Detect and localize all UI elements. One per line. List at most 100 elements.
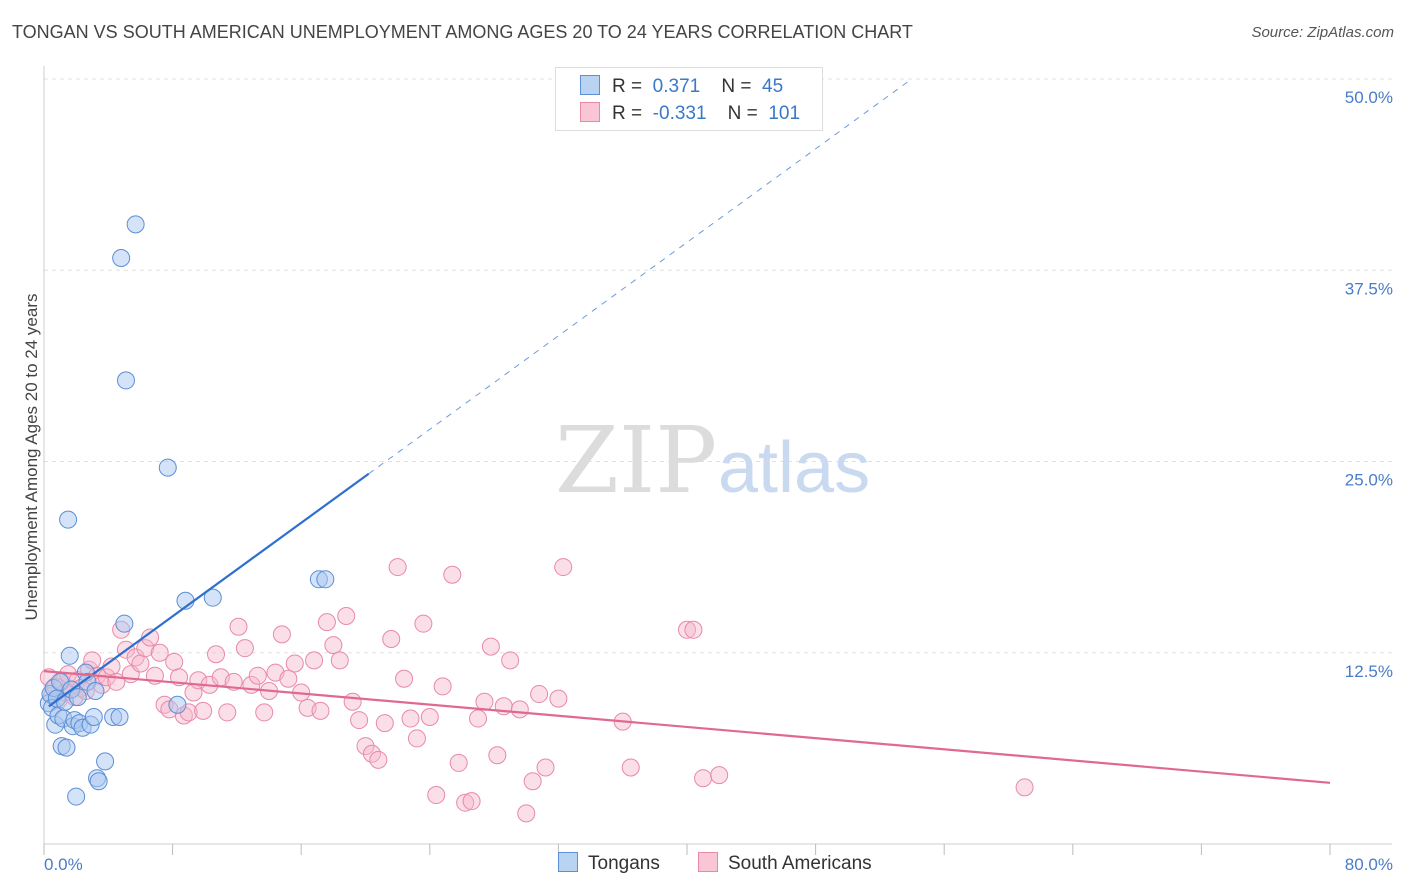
tongans-point (89, 772, 108, 791)
south-americans-point (621, 758, 640, 777)
legend-n-value: 101 (768, 103, 801, 124)
tongans-point (126, 215, 145, 234)
south-americans-point (382, 629, 401, 648)
tongans-point (110, 708, 129, 727)
south-americans-point (330, 651, 349, 670)
south-americans-point (710, 766, 729, 785)
y-tick-label: 50.0% (1345, 88, 1393, 107)
south-americans-point (510, 700, 529, 719)
south-americans-point (136, 639, 155, 658)
south-americans-point (207, 645, 226, 664)
south-americans-point (375, 714, 394, 733)
south-americans-point (488, 746, 507, 765)
tongans-point (86, 682, 105, 700)
south-americans-point (324, 636, 343, 655)
south-americans-point (141, 628, 160, 647)
south-americans-point (388, 558, 407, 577)
south-americans-point (427, 786, 446, 805)
grid-lines (44, 78, 1392, 654)
tongans-point (60, 646, 79, 665)
south-americans-point (420, 708, 439, 727)
south-americans-point (150, 643, 169, 662)
south-americans-point (433, 677, 452, 696)
south-americans-point (554, 558, 573, 577)
south-americans-point (343, 692, 362, 711)
bottom-legend-label: South Americans (728, 853, 872, 874)
south-americans-point (694, 769, 713, 788)
y-axis-label: Unemployment Among Ages 20 to 24 years (22, 294, 41, 621)
south-americans-point (131, 654, 150, 673)
trend-lines (43, 78, 1331, 784)
south-americans-point (1015, 778, 1034, 797)
south-americans-point (337, 607, 356, 626)
bottom-legend-south-americans[interactable]: South Americans (698, 852, 872, 875)
south-americans-point (224, 672, 243, 691)
south-americans-point (449, 753, 468, 772)
south-americans-point (350, 711, 369, 730)
y-tick-label: 37.5% (1345, 279, 1393, 298)
south-americans-point (443, 565, 462, 584)
tongans-swatch-icon (580, 75, 600, 95)
south-americans-trend-line (43, 670, 1331, 784)
south-americans-point (194, 701, 213, 720)
south-americans-point (272, 625, 291, 644)
chart-title: TONGAN VS SOUTH AMERICAN UNEMPLOYMENT AM… (12, 22, 913, 42)
south-americans-point (285, 654, 304, 673)
tongans-point (59, 510, 78, 529)
legend-r-label: R = (612, 76, 643, 97)
south-americans-swatch-icon (580, 102, 600, 122)
axes (43, 66, 1392, 855)
legend-n-label: N = (721, 76, 752, 97)
tick-labels: 12.5% 25.0% 37.5% 50.0% 0.0% 80.0% (44, 88, 1393, 874)
tongans-point (96, 752, 115, 771)
south-americans-points (39, 558, 1034, 823)
legend: R = 0.371 N = 45 R = -0.331 N = 101 (555, 67, 823, 131)
south-americans-point (218, 703, 237, 722)
south-americans-point (311, 701, 330, 720)
south-americans-point (414, 614, 433, 633)
south-americans-point (549, 689, 568, 708)
south-americans-point (255, 703, 274, 722)
south-americans-point (456, 793, 475, 812)
legend-r-value: 0.371 (652, 76, 701, 97)
south-americans-point (126, 648, 145, 667)
y-tick-label: 12.5% (1345, 662, 1393, 681)
legend-r-value: -0.331 (652, 103, 707, 124)
legend-r-label: R = (612, 103, 643, 124)
tongans-swatch-icon (558, 852, 578, 872)
legend-n-value: 45 (762, 76, 784, 97)
south-americans-point (235, 639, 254, 658)
tongans-point (67, 787, 86, 806)
south-americans-swatch-icon (698, 852, 718, 872)
tongans-point (168, 695, 187, 714)
watermark: ZIP atlas (555, 407, 870, 514)
south-americans-point (501, 651, 520, 670)
tongans-point (112, 249, 131, 268)
bottom-legend-tongans[interactable]: Tongans (558, 852, 660, 875)
south-americans-point (462, 792, 481, 811)
tongans-point (158, 458, 177, 477)
source-label: Source: ZipAtlas.com (1251, 24, 1394, 41)
x-tick-label: 80.0% (1345, 855, 1393, 874)
tongans-point (57, 738, 76, 757)
south-americans-point (229, 617, 248, 636)
tongans-trend-extension (368, 78, 913, 475)
tongans-point (115, 614, 134, 633)
south-americans-point (530, 685, 549, 704)
south-americans-point (469, 709, 488, 728)
south-americans-point (536, 758, 555, 777)
legend-row-tongans: R = 0.371 N = 45 (580, 75, 783, 101)
watermark-zip: ZIP (555, 407, 717, 514)
south-americans-point (248, 666, 267, 685)
legend-row-south-americans: R = -0.331 N = 101 (580, 102, 800, 128)
south-americans-point (517, 804, 536, 823)
x-tick-label: 0.0% (44, 855, 83, 874)
south-americans-point (475, 692, 494, 711)
tongans-point (316, 570, 335, 589)
tongans-point (84, 708, 103, 727)
tongans-point (68, 688, 87, 707)
watermark-atlas: atlas (718, 428, 870, 508)
south-americans-point (523, 772, 542, 791)
south-americans-point (305, 651, 324, 670)
